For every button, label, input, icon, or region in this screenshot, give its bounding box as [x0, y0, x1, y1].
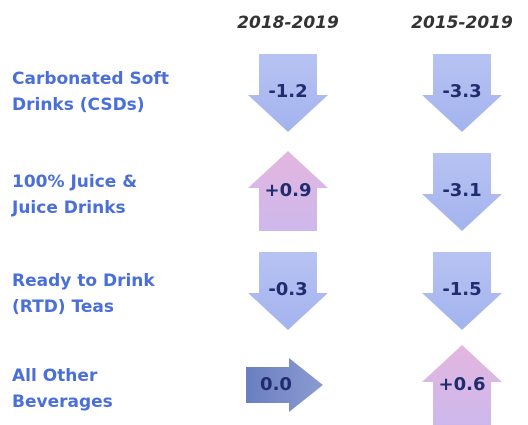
change-arrow: [422, 54, 502, 132]
change-arrow: [422, 153, 502, 231]
row-label: All Other: [12, 366, 98, 386]
row-label: Carbonated Soft: [12, 69, 169, 89]
row-label: (RTD) Teas: [12, 297, 114, 317]
change-value: +0.9: [265, 180, 312, 201]
row-label: 100% Juice &: [12, 172, 137, 192]
change-arrow: [246, 358, 323, 412]
row-label: Ready to Drink: [12, 271, 155, 291]
column-header: 2018-2019: [237, 13, 339, 33]
change-arrow: [248, 151, 328, 231]
column-header: 2015-2019: [411, 13, 513, 33]
change-arrow: [248, 54, 328, 132]
row-label: Drinks (CSDs): [12, 95, 145, 115]
row-label: Beverages: [12, 392, 113, 412]
change-arrow: [422, 252, 502, 330]
change-value: -3.3: [442, 81, 481, 102]
change-value: 0.0: [260, 374, 292, 395]
change-value: -3.1: [442, 180, 481, 201]
change-value: +0.6: [439, 374, 486, 395]
change-value: -1.2: [268, 81, 307, 102]
change-arrow: [248, 252, 328, 330]
change-value: -0.3: [268, 279, 307, 300]
change-arrow: [422, 345, 502, 425]
row-label: Juice Drinks: [11, 198, 126, 218]
change-value: -1.5: [442, 279, 481, 300]
